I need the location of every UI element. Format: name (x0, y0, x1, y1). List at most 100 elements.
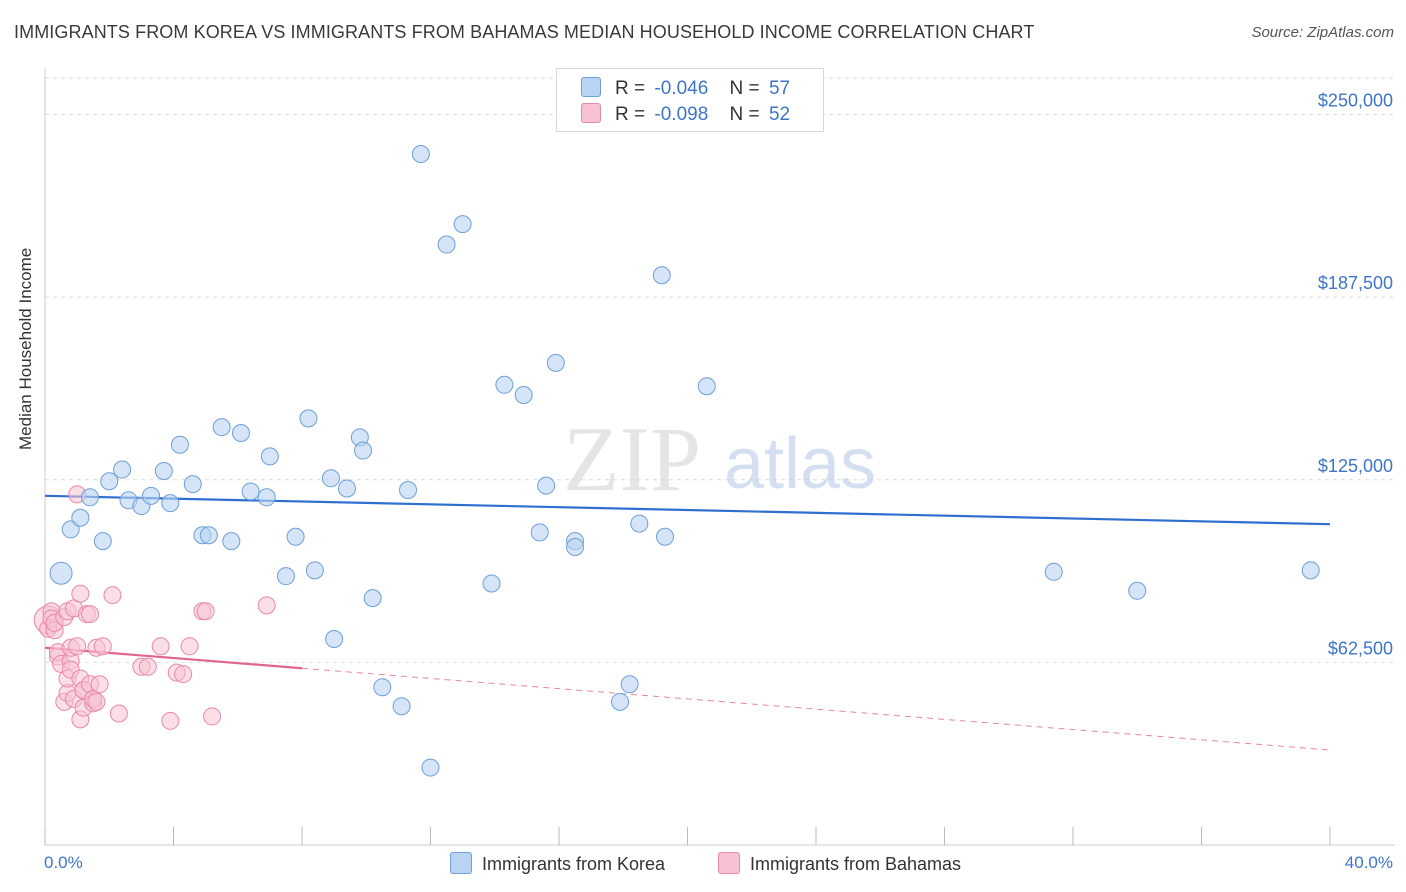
korea-point (566, 537, 585, 556)
korea-point (231, 424, 250, 443)
korea-point (482, 574, 501, 593)
bahamas-point (161, 711, 180, 730)
bahamas-point (138, 657, 157, 676)
bahamas-point (151, 637, 170, 656)
korea-point (453, 215, 472, 234)
korea-point (546, 353, 565, 372)
korea-n-label: N = (729, 78, 760, 99)
bahamas-n-label: N = (729, 104, 760, 125)
korea-point (530, 523, 549, 542)
korea-point (354, 441, 373, 460)
korea-point (61, 520, 80, 539)
bahamas-point (109, 704, 128, 723)
korea-point (222, 532, 241, 551)
y-axis-title: Median Household Income (16, 247, 35, 450)
bahamas-r-value: -0.098 (654, 104, 709, 125)
korea-point (514, 386, 533, 405)
korea-point (652, 266, 671, 285)
bahamas-r-label: R = (615, 104, 646, 125)
korea-point (1128, 581, 1147, 600)
korea-point (620, 675, 639, 694)
data-points (33, 144, 1320, 777)
bahamas-point (180, 637, 199, 656)
watermark-zip: ZIP (563, 408, 701, 510)
watermark-atlas: atlas (724, 424, 876, 504)
korea-point (321, 469, 340, 488)
chart-title: IMMIGRANTS FROM KOREA VS IMMIGRANTS FROM… (14, 22, 1035, 42)
y-tick-label: $125,000 (1318, 456, 1393, 476)
korea-r-label: R = (615, 78, 646, 99)
bahamas-point (90, 675, 109, 694)
korea-point (286, 527, 305, 546)
source-text: Source: ZipAtlas.com (1251, 24, 1394, 41)
korea-n-value: 57 (768, 78, 791, 99)
bahamas-point (257, 596, 276, 615)
korea-point (630, 514, 649, 533)
korea-r-value: -0.046 (654, 78, 709, 99)
korea-point (373, 678, 392, 697)
korea-point (1044, 562, 1063, 581)
bahamas-point (93, 637, 112, 656)
korea-point (212, 418, 231, 437)
x-max-label: 40.0% (1344, 853, 1393, 872)
korea-point (437, 235, 456, 254)
korea-point (113, 460, 132, 479)
korea-point (80, 488, 99, 507)
correlation-legend: R = -0.046 N = 57 R = -0.098 N = 52 (556, 68, 824, 132)
korea-point (421, 758, 440, 777)
korea-point (161, 494, 180, 513)
korea-point (697, 377, 716, 396)
y-tick-label: $62,500 (1328, 638, 1393, 658)
korea-point (199, 526, 218, 545)
bottom-korea-swatch (450, 852, 472, 874)
y-tick-labels: $62,500 $125,000 $187,500 $250,000 (1318, 91, 1393, 659)
bottom-legend-korea: Immigrants from Korea (450, 852, 665, 875)
bottom-korea-label: Immigrants from Korea (482, 854, 666, 874)
bottom-bahamas-label: Immigrants from Bahamas (750, 854, 962, 874)
watermark: ZIP atlas (563, 408, 876, 510)
korea-point (537, 476, 556, 495)
x-min-label: 0.0% (44, 853, 83, 872)
bottom-bahamas-swatch (718, 852, 740, 874)
grid-lines (45, 77, 1395, 663)
y-tick-label: $187,500 (1318, 273, 1393, 293)
korea-point (656, 527, 675, 546)
korea-point (100, 472, 119, 491)
bahamas-point (203, 707, 222, 726)
korea-point (399, 480, 418, 499)
korea-point (1301, 561, 1320, 580)
bahamas-swatch (581, 103, 601, 123)
bahamas-point (196, 602, 215, 621)
korea-point (93, 532, 112, 551)
y-tick-label: $250,000 (1318, 91, 1393, 111)
axes (44, 68, 1395, 846)
korea-point (276, 567, 295, 586)
korea-point (299, 409, 318, 428)
korea-point (411, 144, 430, 163)
korea-point (305, 561, 324, 580)
bahamas-point (174, 665, 193, 684)
bahamas-point (80, 605, 99, 624)
bahamas-n-value: 52 (768, 104, 791, 125)
bahamas-point (71, 584, 90, 603)
korea-point (183, 475, 202, 494)
korea-point (495, 375, 514, 394)
bahamas-point (103, 586, 122, 605)
korea-point (142, 486, 161, 505)
korea-point (337, 479, 356, 498)
korea-point (611, 692, 630, 711)
legend-row-korea: R = -0.046 N = 57 (581, 77, 790, 100)
korea-point (71, 508, 90, 527)
korea-point (154, 461, 173, 480)
korea-point (260, 447, 279, 466)
bahamas-point (87, 692, 106, 711)
bahamas-point (68, 637, 87, 656)
korea-point (325, 630, 344, 649)
bottom-legend-bahamas: Immigrants from Bahamas (718, 852, 961, 875)
korea-point (363, 589, 382, 608)
bahamas-trend-line (44, 646, 303, 670)
korea-point (49, 561, 73, 585)
korea-point (392, 697, 411, 716)
korea-point (170, 435, 189, 454)
